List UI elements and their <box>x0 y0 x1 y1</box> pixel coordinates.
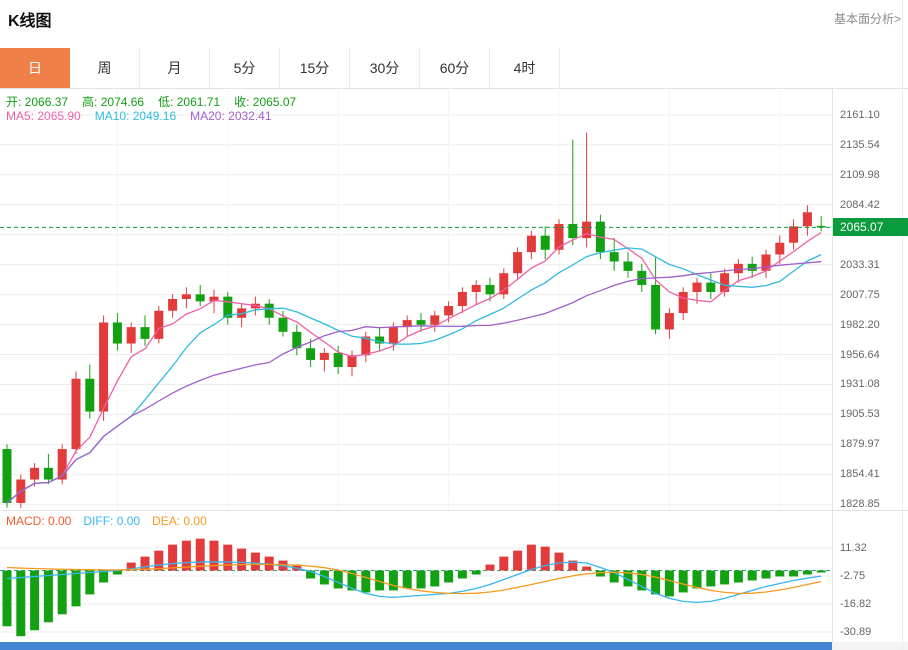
tab-5min[interactable]: 5分 <box>210 48 280 88</box>
macd-info: MACD: 0.00 DIFF: 0.00 DEA: 0.00 <box>6 514 219 528</box>
macd-axis-label: -16.82 <box>840 598 872 610</box>
macd-axis-label: -2.75 <box>840 570 866 582</box>
panel-divider <box>0 510 908 511</box>
dea-line <box>6 563 822 595</box>
ma5-line <box>6 232 822 504</box>
scrollbar-track <box>0 642 908 650</box>
chart-top-border <box>0 88 908 89</box>
ma20-line <box>6 261 822 504</box>
macd-axis-label: -30.89 <box>840 626 872 639</box>
tab-60min[interactable]: 60分 <box>420 48 490 88</box>
page-right-border <box>902 0 903 650</box>
ma10-readout: MA10: 2049.16 <box>94 109 177 123</box>
macd-panel: MACD: 0.00 DIFF: 0.00 DEA: 0.00 <box>0 511 832 641</box>
fundamental-analysis-link[interactable]: 基本面分析> <box>833 12 901 26</box>
page-title: K线图 <box>8 13 52 30</box>
price-axis-label: 2033.31 <box>840 258 880 271</box>
macd-axis-label: 11.32 <box>840 541 867 554</box>
diff-line <box>6 561 822 604</box>
ma5-readout: MA5: 2065.90 <box>6 109 81 123</box>
price-axis-label: 1982.20 <box>840 318 880 331</box>
price-axis-label: 1879.97 <box>840 438 880 451</box>
candlestick-chart[interactable] <box>0 88 832 510</box>
ma20-readout: MA20: 2032.41 <box>190 109 272 123</box>
price-axis-label: 2007.75 <box>840 288 880 301</box>
diff-readout: DIFF: 0.00 <box>83 514 141 528</box>
open-readout: 开: 2066.37 <box>6 95 69 109</box>
main-chart-area: 开: 2066.37 高: 2074.66 低: 2061.71 收: 2065.07… <box>0 88 832 510</box>
price-axis-label: 2084.42 <box>840 198 880 211</box>
price-axis-label: 1956.64 <box>840 348 880 361</box>
price-axis-label: 1854.41 <box>840 468 880 481</box>
low-readout: 低: 2061.71 <box>158 95 221 109</box>
tab-4hour[interactable]: 4时 <box>490 48 560 88</box>
macd-chart[interactable] <box>0 511 832 641</box>
ma-info: MA5: 2065.90 MA10: 2049.16 MA20: 2032.41 <box>6 109 286 123</box>
ma10-line <box>6 247 822 504</box>
tab-15min[interactable]: 15分 <box>280 48 350 88</box>
price-axis-label: 2135.54 <box>840 138 880 151</box>
tab-30min[interactable]: 30分 <box>350 48 420 88</box>
dea-readout: DEA: 0.00 <box>152 514 207 528</box>
price-axis-label: 1905.53 <box>840 408 880 421</box>
horizontal-scrollbar[interactable] <box>0 642 832 650</box>
price-axis-label: 1931.08 <box>840 378 880 391</box>
tab-week[interactable]: 周 <box>70 48 140 88</box>
macd-readout: MACD: 0.00 <box>6 514 72 528</box>
tab-day[interactable]: 日 <box>0 48 70 88</box>
tab-month[interactable]: 月 <box>140 48 210 88</box>
candle-series <box>2 132 826 508</box>
current-price-tag: 2065.07 <box>833 218 908 237</box>
price-axis-label: 2161.10 <box>840 108 880 121</box>
price-axis: 2065.07 2161.10 2135.54 2109.98 2084.42 2033… <box>832 88 908 642</box>
close-readout: 收: 2065.07 <box>234 95 297 109</box>
price-axis-label: 1828.85 <box>840 498 880 511</box>
price-axis-label: 2109.98 <box>840 168 880 181</box>
high-readout: 高: 2074.66 <box>82 95 145 109</box>
tab-bar: 日周月 5分 15分 30分 60分 4时 <box>0 48 560 88</box>
ohlc-info: 开: 2066.37 高: 2074.66 低: 2061.71 收: 2065.07 <box>6 93 310 110</box>
macd-histogram <box>2 538 826 637</box>
